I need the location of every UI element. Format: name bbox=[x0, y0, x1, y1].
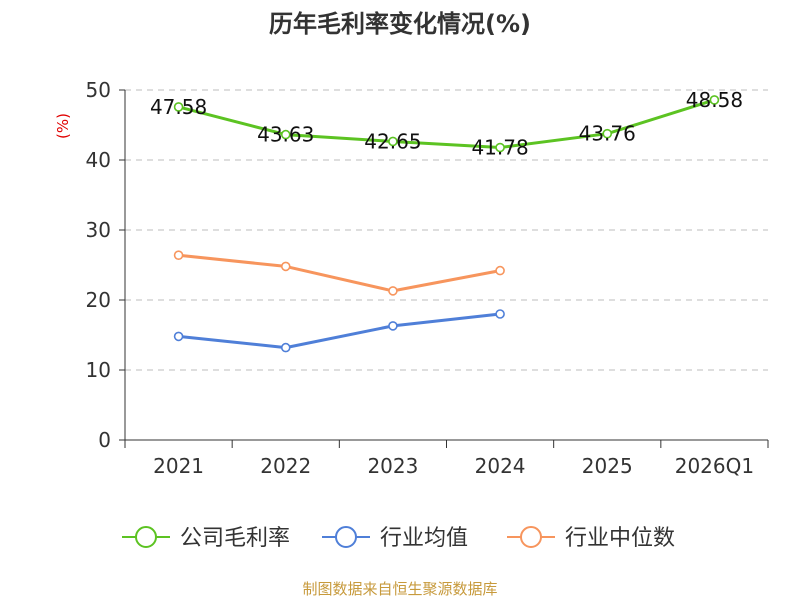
legend-item-0[interactable]: 公司毛利率 bbox=[122, 526, 290, 551]
series-line-0 bbox=[178, 98, 715, 150]
data-point bbox=[388, 321, 398, 331]
data-point bbox=[173, 331, 184, 342]
data-point bbox=[280, 342, 291, 353]
x-tick-label: 2026Q1 bbox=[675, 454, 754, 478]
data-label: 43.63 bbox=[257, 123, 314, 147]
series-layer bbox=[173, 95, 720, 353]
series-line-2 bbox=[178, 253, 501, 293]
x-tick-label: 2022 bbox=[260, 454, 311, 478]
data-point bbox=[495, 265, 505, 276]
chart-title: 历年毛利率变化情况(%) bbox=[269, 10, 531, 38]
data-label: 41.78 bbox=[471, 136, 528, 160]
data-point bbox=[280, 129, 291, 140]
series-line-1 bbox=[178, 312, 501, 350]
y-tick-label: 20 bbox=[86, 288, 111, 312]
legend-swatch-marker bbox=[520, 526, 542, 548]
x-tick-label: 2021 bbox=[153, 454, 204, 478]
y-axis-label: (%) bbox=[54, 113, 72, 139]
legend-label: 公司毛利率 bbox=[180, 526, 290, 551]
legend-swatch-marker bbox=[135, 526, 157, 548]
legend-swatch-marker bbox=[335, 526, 357, 548]
data-point bbox=[173, 250, 184, 260]
grid-layer bbox=[125, 89, 768, 371]
data-point bbox=[388, 136, 398, 147]
data-label-layer: 47.58 43.63 42.65 41.78 43.76 48.58 bbox=[150, 88, 743, 160]
legend-item-1[interactable]: 行业均值 bbox=[322, 526, 468, 551]
y-tick-label: 0 bbox=[98, 428, 111, 452]
data-label: 43.76 bbox=[579, 122, 636, 146]
data-label: 48.58 bbox=[686, 88, 743, 112]
y-tick-label: 50 bbox=[86, 78, 111, 102]
data-label: 47.58 bbox=[150, 95, 207, 119]
data-point bbox=[602, 128, 613, 139]
x-tick-label: 2023 bbox=[367, 454, 418, 478]
data-point bbox=[388, 286, 398, 296]
legend-label: 行业均值 bbox=[380, 526, 468, 551]
data-point bbox=[280, 261, 291, 272]
legend-label: 行业中位数 bbox=[565, 526, 675, 551]
y-tick-label: 10 bbox=[86, 358, 111, 382]
data-point bbox=[709, 95, 720, 105]
axis-layer: 0 10 20 30 40 50 2021 2022 2023 2024 2025 2026Q1 bbox=[86, 78, 769, 478]
data-point bbox=[173, 102, 184, 112]
data-point bbox=[495, 142, 505, 153]
data-point bbox=[495, 309, 505, 319]
legend-item-2[interactable]: 行业中位数 bbox=[507, 526, 675, 551]
legend: 公司毛利率 行业均值 行业中位数 bbox=[122, 526, 675, 551]
source-note: 制图数据来自恒生聚源数据库 bbox=[302, 580, 497, 598]
y-tick-label: 40 bbox=[86, 148, 111, 172]
data-label: 42.65 bbox=[364, 129, 421, 153]
x-tick-label: 2024 bbox=[475, 454, 526, 478]
y-tick-label: 30 bbox=[86, 218, 111, 242]
x-tick-label: 2025 bbox=[582, 454, 633, 478]
